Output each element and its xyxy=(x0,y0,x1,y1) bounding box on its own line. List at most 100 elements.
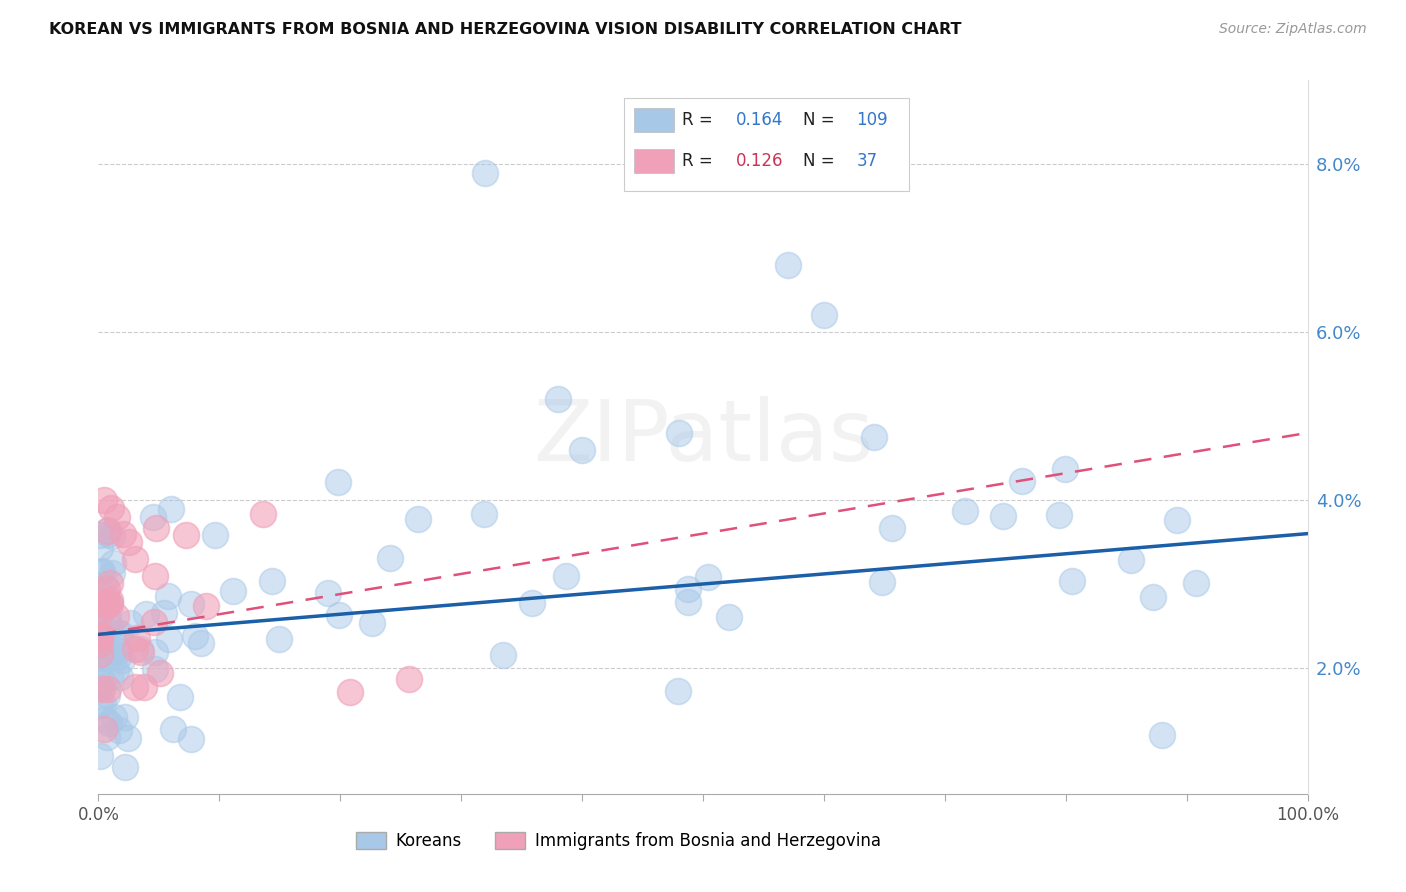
Point xyxy=(117,731,139,745)
Point xyxy=(97,681,120,696)
Point xyxy=(97,612,120,626)
Point xyxy=(100,501,122,516)
Point xyxy=(91,697,114,711)
FancyBboxPatch shape xyxy=(624,98,908,191)
Point xyxy=(89,680,111,694)
Point xyxy=(267,632,290,647)
Point xyxy=(89,698,111,712)
Point xyxy=(114,710,136,724)
Point xyxy=(110,670,132,684)
Point xyxy=(89,630,111,644)
Point xyxy=(101,529,124,543)
Point xyxy=(89,658,111,673)
Point xyxy=(96,597,118,611)
Point xyxy=(520,596,543,610)
Point xyxy=(89,541,111,556)
Text: 0.126: 0.126 xyxy=(735,152,783,169)
Point xyxy=(152,606,174,620)
Point xyxy=(89,620,111,634)
Point xyxy=(93,493,115,508)
Point xyxy=(472,508,495,522)
Point xyxy=(105,509,128,524)
Point xyxy=(169,690,191,704)
Point xyxy=(105,663,128,677)
Point xyxy=(103,710,125,724)
Text: KOREAN VS IMMIGRANTS FROM BOSNIA AND HERZEGOVINA VISION DISABILITY CORRELATION C: KOREAN VS IMMIGRANTS FROM BOSNIA AND HER… xyxy=(49,22,962,37)
Point xyxy=(98,597,121,611)
Point xyxy=(107,650,129,665)
Point xyxy=(101,556,124,570)
Point xyxy=(157,589,180,603)
Point xyxy=(89,603,111,617)
Text: Source: ZipAtlas.com: Source: ZipAtlas.com xyxy=(1219,22,1367,37)
Point xyxy=(378,550,401,565)
Text: N =: N = xyxy=(803,111,841,128)
Point xyxy=(882,521,904,535)
Point xyxy=(124,551,146,566)
Point xyxy=(98,576,121,591)
Point xyxy=(555,569,578,583)
Point xyxy=(107,625,129,640)
Text: N =: N = xyxy=(803,152,841,169)
Point xyxy=(718,609,741,624)
Point xyxy=(104,608,127,623)
Point xyxy=(492,648,515,662)
Point xyxy=(111,526,134,541)
Point xyxy=(1119,553,1142,567)
Point xyxy=(143,662,166,676)
Point xyxy=(89,628,111,642)
Point xyxy=(260,574,283,589)
Text: 37: 37 xyxy=(856,152,877,169)
Point xyxy=(100,646,122,660)
Point xyxy=(91,682,114,697)
Point xyxy=(124,680,146,694)
Point xyxy=(697,570,720,584)
Point xyxy=(89,632,111,647)
Point xyxy=(953,504,976,518)
Point xyxy=(91,593,114,607)
Point xyxy=(91,591,114,606)
Point xyxy=(91,625,114,640)
Point xyxy=(328,607,350,622)
Point xyxy=(252,507,274,521)
Point xyxy=(1011,474,1033,488)
Point xyxy=(96,730,118,744)
Point xyxy=(108,723,131,737)
Point xyxy=(222,583,245,598)
Point xyxy=(118,535,141,549)
Point xyxy=(1142,591,1164,605)
Point xyxy=(94,712,117,726)
Point xyxy=(97,716,120,731)
Point xyxy=(1166,513,1188,527)
Point xyxy=(124,642,146,657)
Point xyxy=(89,613,111,627)
Point xyxy=(571,442,593,457)
Point xyxy=(190,636,212,650)
Point xyxy=(89,631,111,645)
Point xyxy=(134,680,156,694)
Point xyxy=(180,597,202,611)
Point xyxy=(97,523,120,537)
Point xyxy=(361,615,384,630)
Point xyxy=(142,510,165,524)
Text: ZIPatlas: ZIPatlas xyxy=(533,395,873,479)
Point xyxy=(870,574,893,589)
Point xyxy=(118,615,141,630)
Point xyxy=(114,759,136,773)
Point xyxy=(100,566,122,581)
Point xyxy=(97,595,120,609)
Point xyxy=(149,666,172,681)
Point xyxy=(89,528,111,542)
Point xyxy=(89,651,111,665)
Point xyxy=(142,615,165,629)
Point xyxy=(316,586,339,600)
Point xyxy=(96,524,118,538)
Point xyxy=(813,309,835,323)
Point xyxy=(143,569,166,583)
Point xyxy=(96,648,118,663)
Point xyxy=(98,597,121,611)
Point xyxy=(90,566,112,580)
Point xyxy=(89,649,111,664)
Point xyxy=(89,635,111,649)
Point xyxy=(100,592,122,607)
